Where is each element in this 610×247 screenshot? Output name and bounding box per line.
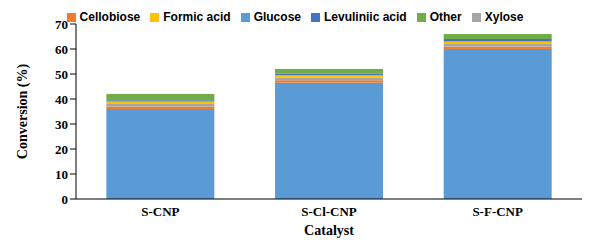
svg-text:30: 30 xyxy=(55,117,68,132)
html-text:Levuliniic acid: Levuliniic acid xyxy=(324,10,407,24)
html-text:Other: Other xyxy=(429,10,462,24)
svg-text:50: 50 xyxy=(55,67,68,82)
svg-text:Catalyst: Catalyst xyxy=(304,223,354,238)
html-text:Cellobiose: Cellobiose xyxy=(79,10,141,24)
svg-text:0: 0 xyxy=(62,192,69,207)
svg-text:S-Cl-CNP: S-Cl-CNP xyxy=(301,204,357,219)
svg-text:40: 40 xyxy=(55,92,68,107)
svg-text:S-CNP: S-CNP xyxy=(141,204,179,219)
svg-text:60: 60 xyxy=(55,42,68,57)
svg-text:S-F-CNP: S-F-CNP xyxy=(472,204,523,219)
html-text:Xylose: Xylose xyxy=(484,10,524,24)
html-text:Glucose: Glucose xyxy=(253,10,301,24)
svg-text:10: 10 xyxy=(55,167,68,182)
svg-text:20: 20 xyxy=(55,142,68,157)
html-text:Formic acid: Formic acid xyxy=(163,10,231,24)
svg-text:Conversion (%): Conversion (%) xyxy=(15,64,31,160)
svg-text:70: 70 xyxy=(55,17,68,32)
